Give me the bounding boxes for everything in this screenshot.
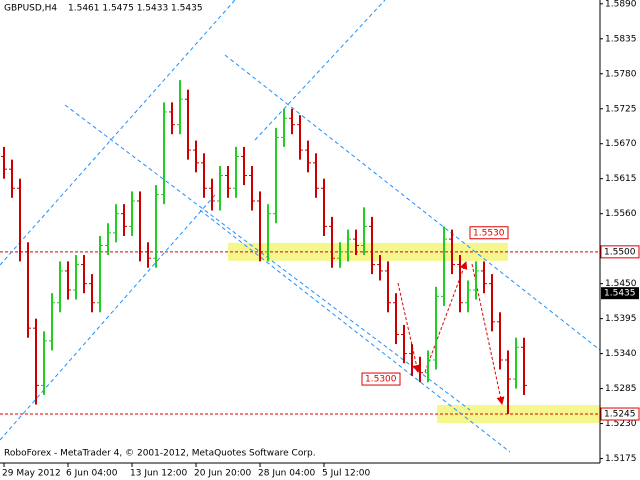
symbol: GBPUSD,H4	[4, 4, 57, 14]
y-tick-label: 1.5230	[605, 419, 637, 429]
quote: 1.5461 1.5475 1.5433 1.5435	[68, 4, 203, 14]
annotation-box	[469, 226, 509, 240]
y-tick-label: 1.5175	[605, 454, 637, 464]
plot-area	[0, 0, 600, 463]
x-tick-label: 20 Jun 20:00	[194, 469, 251, 479]
y-tick-label: 1.5560	[605, 209, 637, 219]
y-tick-label: 1.5725	[605, 104, 637, 114]
y-tick-label: 1.5340	[605, 349, 637, 359]
annotation-label: 1.5300	[365, 375, 397, 385]
y-tick-label: 1.5615	[605, 174, 637, 184]
trend-line	[199, 209, 511, 453]
price-box-label: 1.5245	[604, 410, 636, 420]
y-tick-label: 1.5890	[605, 0, 637, 9]
x-tick-label: 29 May 2012	[2, 469, 61, 479]
price-box-label: 1.5500	[604, 247, 636, 257]
trend-line	[254, 0, 386, 141]
y-tick-label: 1.5395	[605, 314, 637, 324]
trend-line	[0, 194, 216, 441]
forecast-arrow	[471, 263, 505, 405]
current-price-label: 1.5435	[604, 289, 636, 299]
price-box	[600, 245, 640, 259]
level-zone	[437, 405, 600, 424]
price-box	[600, 407, 640, 421]
trend-line	[224, 54, 601, 351]
y-tick-label: 1.5670	[605, 139, 637, 149]
current-price-box	[601, 287, 639, 300]
x-tick-label: 13 Jun 12:00	[130, 469, 187, 479]
y-tick-label: 1.5285	[605, 384, 637, 394]
x-tick-label: 28 Jun 04:00	[258, 469, 315, 479]
x-tick-label: 6 Jun 04:00	[66, 469, 118, 479]
annotation-label: 1.5530	[473, 228, 505, 238]
y-tick-label: 1.5450	[605, 279, 637, 289]
y-tick-label: 1.5835	[605, 34, 637, 44]
forecast-arrow	[397, 282, 421, 373]
x-tick-label: 5 Jul 12:00	[322, 469, 371, 479]
footer: RoboForex - MetaTrader 4, © 2001-2012, M…	[4, 449, 316, 459]
annotation-box	[361, 372, 401, 386]
trend-line	[0, 0, 236, 266]
y-tick-label: 1.5780	[605, 69, 637, 79]
